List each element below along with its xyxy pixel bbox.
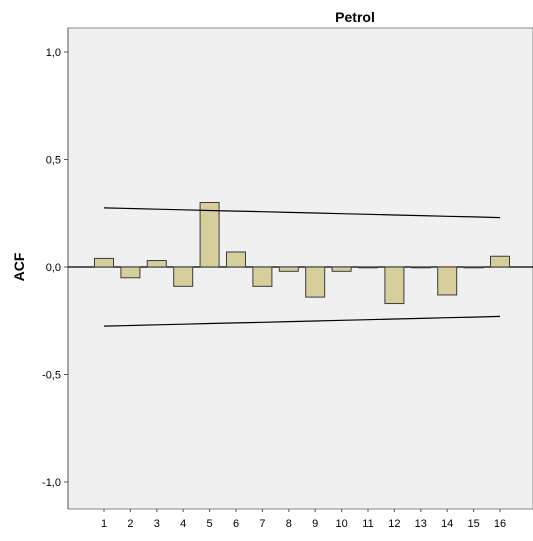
x-tick-label: 14 — [441, 518, 453, 530]
x-tick-label: 5 — [207, 518, 213, 530]
acf-bar — [463, 266, 484, 269]
x-tick-label: 10 — [335, 518, 347, 530]
x-tick-label: 13 — [415, 518, 427, 530]
x-tick-label: 16 — [494, 518, 506, 530]
acf-bar — [410, 266, 431, 269]
acf-bar — [199, 202, 220, 268]
x-tick-label: 8 — [286, 518, 292, 530]
upper-confidence-limit — [103, 207, 501, 219]
y-tick-label: 1,0 — [46, 47, 61, 59]
x-tick-label: 12 — [388, 518, 400, 530]
x-axis: 1 2 3 4 5 6 7 8 9 10 11 12 13 14 15 16 — [101, 509, 506, 530]
x-tick-label: 1 — [101, 518, 107, 530]
chart-title: Petrol — [335, 9, 375, 25]
acf-bar — [490, 255, 510, 268]
x-tick-label: 11 — [362, 518, 373, 530]
acf-bar — [94, 257, 114, 268]
x-tick-label: 6 — [233, 518, 239, 530]
y-tick-label: -1,0 — [42, 477, 61, 489]
acf-bar — [305, 266, 326, 298]
y-axis: 1,0 0,5 0,0 -0,5 -1,0 — [42, 28, 69, 509]
lower-confidence-limit — [103, 315, 501, 327]
acf-bar — [331, 266, 352, 272]
acf-bar — [146, 260, 167, 268]
x-tick-label: 2 — [127, 518, 133, 530]
y-axis-label: ACF — [11, 252, 27, 281]
x-tick-label: 7 — [259, 518, 265, 530]
y-tick-label: -0,5 — [42, 370, 61, 382]
bars — [68, 202, 533, 305]
x-tick-label: 3 — [154, 518, 160, 530]
acf-bar — [120, 266, 141, 279]
x-tick-label: 9 — [312, 518, 318, 530]
y-tick-label: 0,0 — [46, 262, 61, 274]
acf-bar — [252, 266, 273, 287]
acf-bar — [384, 266, 405, 305]
confidence-limits — [103, 207, 501, 327]
acf-bar — [173, 266, 194, 287]
acf-bar — [358, 266, 378, 269]
acf-bar — [278, 266, 299, 272]
acf-bar — [437, 266, 458, 296]
x-tick-label: 4 — [180, 518, 186, 530]
y-tick-label: 0,5 — [46, 155, 61, 167]
acf-bar — [226, 251, 246, 268]
x-tick-label: 15 — [467, 518, 479, 530]
